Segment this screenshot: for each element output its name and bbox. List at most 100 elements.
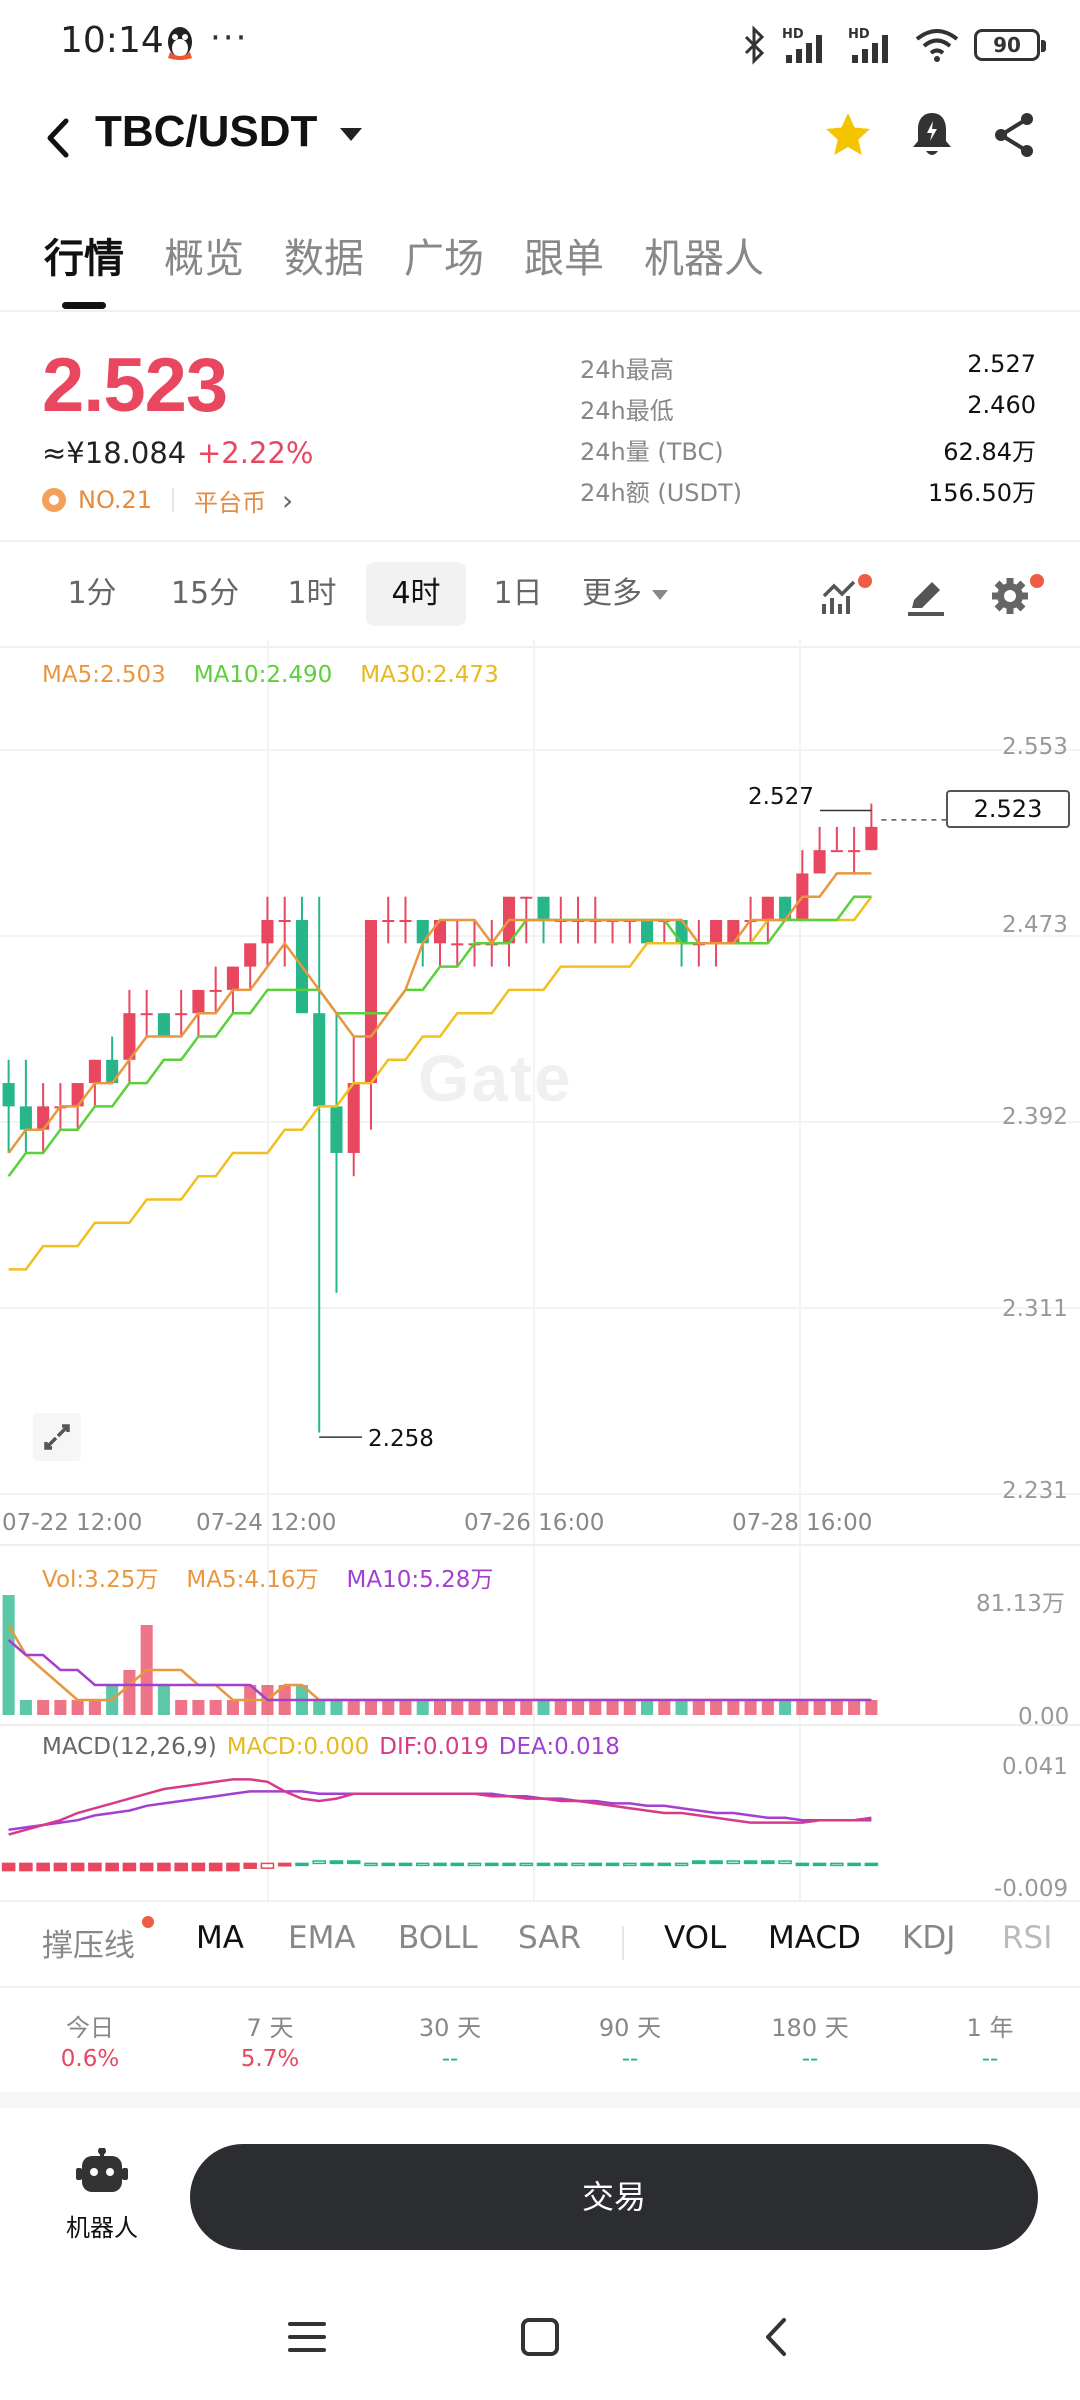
volume-bar — [710, 1700, 723, 1715]
candle-body — [865, 826, 878, 851]
perf-180d: 180 天 -- — [720, 2008, 900, 2072]
signal-2-label: HD — [848, 27, 870, 42]
stat-value: 156.50万 — [928, 479, 1036, 507]
rank-row[interactable]: NO.21 平台币 › — [42, 484, 293, 517]
volume-bar — [71, 1700, 84, 1715]
indicator-chart-icon[interactable] — [820, 574, 864, 618]
home-icon[interactable] — [515, 2312, 565, 2362]
header: TBC/USDT — [0, 95, 1080, 185]
candle-body — [364, 920, 378, 1084]
chart-area[interactable]: MA5:2.503 MA10:2.490 MA30:2.473 Gate 2.5… — [0, 640, 1080, 1902]
macd-histogram-bar — [605, 1862, 620, 1867]
stat-value: 62.84万 — [943, 438, 1036, 466]
share-icon[interactable] — [990, 109, 1038, 161]
back-icon[interactable] — [38, 113, 78, 163]
ma5-line — [7, 872, 872, 1154]
perf-label: 1 年 — [966, 2014, 1014, 2042]
indicator-ma[interactable]: MA — [196, 1920, 244, 1956]
candle-body — [88, 1059, 101, 1084]
perf-90d: 90 天 -- — [540, 2008, 720, 2072]
macd-histogram-bar — [864, 1862, 879, 1867]
nav-back-icon[interactable] — [752, 2312, 802, 2362]
volume-bar — [485, 1700, 498, 1715]
time-axis-label: 07-26 16:00 — [464, 1510, 605, 1536]
favorite-star-icon[interactable] — [822, 109, 874, 161]
timeframe-15m[interactable]: 15分 — [170, 576, 240, 611]
tab-overview[interactable]: 概览 — [164, 236, 244, 282]
candle-body — [209, 989, 222, 992]
rank-separator — [172, 488, 175, 512]
macd-histogram-bar — [105, 1862, 119, 1872]
tab-data[interactable]: 数据 — [284, 236, 364, 282]
candle-body — [71, 1083, 84, 1107]
macd-legend: MACD(12,26,9) MACD:0.000 DIF:0.019 DEA:0… — [42, 1734, 620, 1760]
volume-bar — [813, 1700, 826, 1715]
stat-row: 24h量 (TBC) 62.84万 — [580, 432, 1036, 473]
tab-bot[interactable]: 机器人 — [644, 236, 764, 282]
candle-body — [382, 920, 395, 923]
last-price: 2.523 — [42, 343, 228, 428]
pair-dropdown-icon[interactable] — [340, 128, 362, 141]
perf-today: 今日 0.6% — [0, 2008, 180, 2072]
menu-icon[interactable] — [282, 2312, 332, 2362]
macd-histogram-bar — [433, 1862, 447, 1867]
timeframe-1d[interactable]: 1日 — [493, 576, 543, 611]
volume-bar — [520, 1700, 533, 1715]
current-price-tag: 2.523 — [946, 790, 1070, 828]
perf-value: 0.6% — [60, 2046, 120, 2072]
draw-pencil-icon[interactable] — [904, 574, 948, 618]
candle-body — [813, 850, 826, 874]
signal-2-icon: HD — [848, 27, 888, 63]
candle-body — [761, 896, 774, 921]
indicator-divider-top — [0, 1900, 1080, 1902]
macd-histogram-bar — [312, 1860, 327, 1865]
macd-histogram-bar — [243, 1862, 257, 1869]
macd-histogram-bar — [88, 1862, 102, 1872]
volume-bar — [433, 1700, 447, 1715]
tab-square[interactable]: 广场 — [404, 236, 484, 282]
volume-bar — [364, 1700, 378, 1715]
timeframe-1m[interactable]: 1分 — [67, 576, 117, 611]
macd-histogram-bar — [450, 1862, 465, 1867]
tab-copy-trading[interactable]: 跟单 — [524, 236, 604, 282]
indicator-kdj[interactable]: KDJ — [902, 1920, 956, 1956]
volume-bar — [54, 1700, 67, 1715]
macd-histogram-bar — [657, 1862, 672, 1867]
alert-bell-icon[interactable] — [908, 109, 956, 161]
volume-bar — [209, 1700, 222, 1715]
candle-body — [123, 1013, 136, 1060]
robot-label: 机器人 — [66, 2214, 138, 2242]
fullscreen-expand-icon[interactable] — [32, 1412, 82, 1462]
trade-button[interactable]: 交易 — [190, 2144, 1038, 2250]
perf-30d: 30 天 -- — [360, 2008, 540, 2072]
candle-body — [226, 966, 239, 990]
indicator-macd[interactable]: MACD — [768, 1920, 861, 1956]
indicator-ema[interactable]: EMA — [288, 1920, 356, 1956]
candle-body — [399, 920, 412, 923]
volume-bar — [226, 1700, 239, 1715]
macd-histogram-bar — [346, 1860, 361, 1865]
pair-selector[interactable]: TBC/USDT — [95, 107, 318, 156]
timeframe-more[interactable]: 更多 — [582, 562, 692, 626]
macd-histogram-bar — [226, 1862, 240, 1872]
timeframe-4h[interactable]: 4时 — [366, 562, 466, 626]
timeframe-1h[interactable]: 1时 — [287, 576, 337, 611]
kline-chart[interactable] — [0, 640, 1080, 1900]
stat-label: 24h量 (TBC) — [580, 438, 724, 466]
time-axis-label: 07-24 12:00 — [196, 1510, 337, 1536]
candle-body — [175, 1013, 188, 1016]
tab-market[interactable]: 行情 — [44, 226, 124, 309]
support-resistance-toggle[interactable]: 撑压线 — [42, 1928, 135, 1964]
indicator-boll[interactable]: BOLL — [398, 1920, 478, 1956]
perf-value: -- — [801, 2046, 819, 2072]
indicator-vol[interactable]: VOL — [664, 1920, 727, 1956]
volume-bar — [641, 1700, 654, 1715]
stat-label: 24h额 (USDT) — [580, 479, 743, 507]
candle-body — [261, 920, 274, 944]
gate-watermark: Gate — [418, 1041, 573, 1115]
stat-row: 24h最高 2.527 — [580, 350, 1036, 391]
settings-gear-icon[interactable] — [988, 574, 1032, 618]
indicator-rsi[interactable]: RSI — [1002, 1920, 1053, 1956]
robot-button[interactable]: 机器人 — [52, 2147, 152, 2243]
indicator-sar[interactable]: SAR — [518, 1920, 581, 1956]
